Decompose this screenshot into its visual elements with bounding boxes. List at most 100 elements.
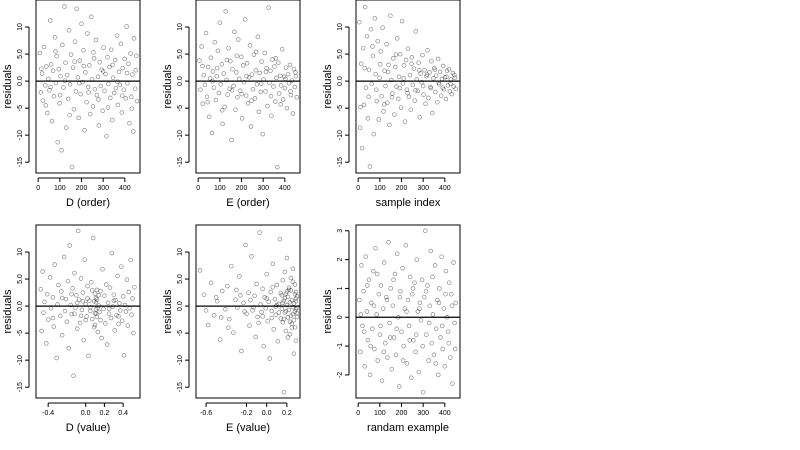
data-point — [67, 82, 73, 87]
data-point — [293, 296, 299, 301]
data-point — [390, 91, 395, 96]
data-point — [106, 81, 111, 87]
data-point — [379, 378, 385, 383]
data-point — [115, 273, 120, 279]
data-point — [239, 116, 245, 121]
data-point — [244, 311, 249, 316]
data-point — [219, 62, 225, 67]
x-tick-label: 300 — [417, 410, 429, 417]
data-point — [385, 69, 391, 75]
data-point — [406, 94, 412, 100]
data-point — [225, 283, 230, 289]
data-point — [381, 102, 387, 107]
data-point — [376, 291, 382, 297]
data-point — [374, 87, 379, 92]
data-point — [293, 307, 299, 312]
data-point — [255, 34, 261, 40]
data-point — [133, 68, 138, 73]
data-point — [445, 329, 451, 334]
data-point — [252, 96, 258, 101]
data-point — [268, 93, 274, 99]
data-point — [290, 311, 296, 317]
data-point — [270, 284, 275, 290]
data-point — [97, 59, 102, 65]
data-point — [397, 384, 402, 389]
data-point — [420, 343, 425, 349]
data-point — [260, 131, 265, 137]
data-point — [450, 381, 455, 386]
y-tick-label: -10 — [177, 130, 184, 140]
data-point — [260, 286, 265, 292]
data-point — [107, 64, 112, 70]
data-point — [87, 63, 92, 68]
plot-frame — [35, 0, 141, 174]
data-point — [276, 310, 282, 315]
data-point — [431, 65, 437, 71]
data-point — [372, 346, 377, 352]
data-point — [281, 316, 287, 322]
y-tick-label: -15 — [177, 157, 184, 167]
data-point — [439, 254, 444, 259]
data-point — [93, 37, 99, 43]
data-point — [217, 337, 223, 342]
data-point — [86, 90, 91, 95]
data-point — [449, 91, 455, 97]
data-point — [246, 290, 251, 295]
data-point — [69, 164, 75, 170]
data-point — [109, 250, 115, 256]
y-tick-label: 0 — [337, 315, 344, 319]
panel-d-value: -15 -10 -5 0.0 5.0 10 -0.4 0.0 0.2 0.4 D (value) re… — [2, 224, 141, 434]
data-point — [382, 68, 387, 74]
data-point — [362, 65, 367, 71]
data-point — [245, 101, 251, 106]
data-point — [358, 349, 363, 355]
data-point — [77, 81, 82, 86]
data-point — [56, 282, 61, 288]
data-point — [239, 91, 244, 97]
data-point — [264, 271, 269, 277]
data-point — [414, 77, 419, 82]
y-tick-label: -15 — [177, 382, 184, 392]
y-axis-label: residuals — [2, 64, 14, 109]
data-point — [94, 92, 100, 98]
data-point — [83, 317, 88, 323]
data-point — [67, 243, 72, 248]
data-point — [432, 67, 438, 72]
y-tick-label: 10 — [337, 23, 344, 31]
data-point — [81, 337, 87, 343]
data-point — [397, 85, 403, 91]
data-point — [286, 285, 292, 290]
data-point — [267, 80, 272, 85]
data-point — [278, 83, 284, 88]
data-point — [275, 338, 281, 344]
data-point — [288, 89, 293, 94]
data-point — [255, 314, 260, 320]
data-point — [249, 98, 254, 103]
data-point — [70, 286, 75, 291]
x-tick-label: 0 — [196, 185, 200, 192]
data-point — [443, 291, 448, 297]
data-point — [292, 84, 298, 90]
data-point — [214, 65, 220, 71]
data-point — [55, 139, 60, 145]
data-point — [91, 50, 96, 55]
y-tick-label: 3 — [337, 229, 344, 233]
data-point — [398, 289, 403, 294]
data-point — [106, 311, 112, 316]
data-point — [448, 81, 453, 87]
data-point — [48, 84, 53, 90]
data-point — [394, 326, 399, 332]
data-point — [430, 312, 436, 317]
data-point — [401, 63, 407, 68]
data-point — [235, 305, 240, 310]
data-point — [413, 332, 419, 337]
data-point — [246, 75, 252, 80]
data-point — [443, 96, 449, 102]
data-point — [250, 86, 256, 92]
data-point — [58, 73, 63, 79]
data-point — [96, 293, 102, 298]
data-point — [224, 57, 230, 63]
data-point — [70, 65, 76, 70]
data-point — [63, 60, 68, 65]
